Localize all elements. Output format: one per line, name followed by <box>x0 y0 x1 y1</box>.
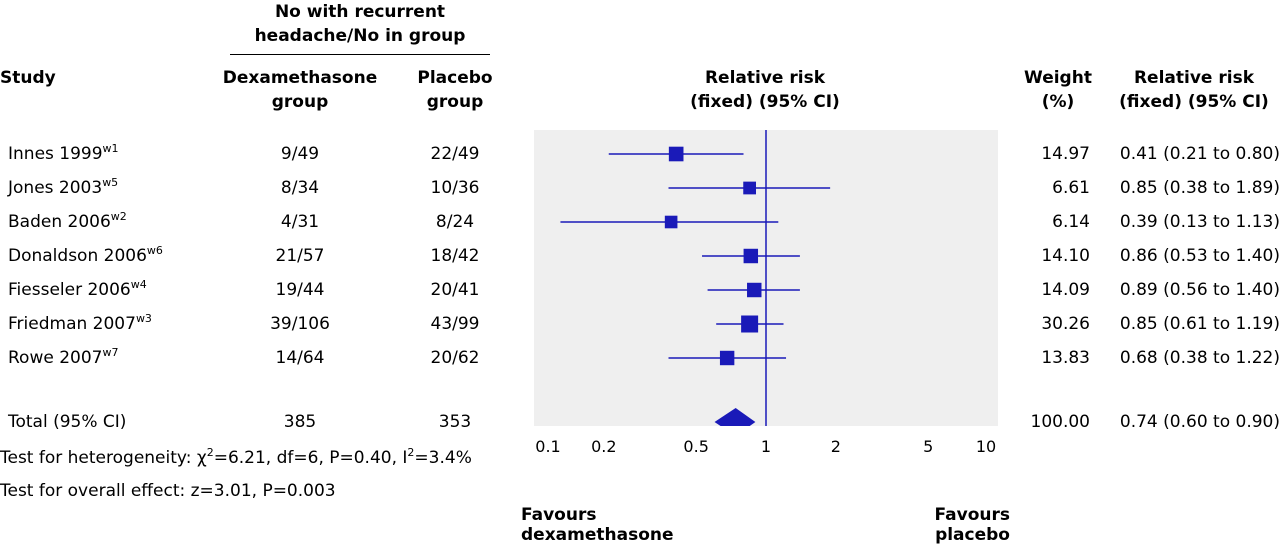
point-estimate <box>743 248 759 264</box>
placebo-count: 20/62 <box>430 348 480 368</box>
x-tick-label: 0.5 <box>683 437 708 456</box>
study-name: Rowe 2007w7 <box>8 341 118 375</box>
study-reference: w3 <box>135 312 152 325</box>
placebo-header: Placebo group <box>417 68 493 112</box>
total-relative-risk: 0.74 (0.60 to 0.90) <box>1119 412 1280 432</box>
study-weight: 14.10 <box>1041 246 1090 266</box>
weight-header: Weight (%) <box>1024 68 1092 112</box>
x-tick-label: 0.1 <box>535 437 560 456</box>
study-name-text: Rowe 2007 <box>8 348 103 368</box>
placebo-count: 22/49 <box>430 144 480 164</box>
dexamethasone-count: 8/34 <box>280 178 320 198</box>
study-weight: 6.14 <box>1052 212 1090 232</box>
study-name: Innes 1999w1 <box>8 137 119 171</box>
placebo-count: 18/42 <box>430 246 480 266</box>
x-tick-label: 2 <box>831 437 841 456</box>
study-relative-risk: 0.41 (0.21 to 0.80) <box>1119 144 1280 164</box>
dexamethasone-header: Dexamethasone group <box>222 68 378 112</box>
study-weight: 14.09 <box>1041 280 1090 300</box>
favours-placebo-label: Favours placebo <box>934 505 1010 545</box>
x-tick-label: 10 <box>976 437 996 456</box>
study-name: Jones 2003w5 <box>8 171 118 205</box>
study-relative-risk: 0.86 (0.53 to 1.40) <box>1119 246 1280 266</box>
point-estimate <box>664 215 678 229</box>
forest-plot <box>534 130 998 426</box>
placebo-count: 10/36 <box>430 178 480 198</box>
x-tick-label: 1 <box>761 437 771 456</box>
study-name-text: Baden 2006 <box>8 212 111 232</box>
study-relative-risk: 0.89 (0.56 to 1.40) <box>1119 280 1280 300</box>
dexamethasone-count: 9/49 <box>280 144 320 164</box>
heterogeneity-test: Test for heterogeneity: χ2=6.21, df=6, P… <box>0 446 472 468</box>
study-relative-risk: 0.85 (0.61 to 1.19) <box>1119 314 1280 334</box>
placebo-count: 8/24 <box>435 212 475 232</box>
overall-effect-test: Test for overall effect: z=3.01, P=0.003 <box>0 481 336 501</box>
study-name-text: Fiesseler 2006 <box>8 280 131 300</box>
study-name: Friedman 2007w3 <box>8 307 152 341</box>
total-weight: 100.00 <box>1030 412 1090 432</box>
x-axis: 0.1 0.2 0.5 1 2 5 10 <box>535 437 996 456</box>
favours-dexamethasone-label: Favours dexamethasone <box>521 505 674 545</box>
x-tick-label: 0.2 <box>591 437 616 456</box>
study-reference: w4 <box>130 278 147 291</box>
study-weight: 6.61 <box>1052 178 1090 198</box>
total-dexamethasone: 385 <box>283 412 317 432</box>
study-relative-risk: 0.85 (0.38 to 1.89) <box>1119 178 1280 198</box>
point-estimate <box>741 315 759 333</box>
placebo-count: 20/41 <box>430 280 480 300</box>
study-name-text: Jones 2003 <box>8 178 103 198</box>
study-relative-risk: 0.39 (0.13 to 1.13) <box>1119 212 1280 232</box>
x-tick-label: 5 <box>923 437 933 456</box>
point-estimate <box>668 146 684 162</box>
study-weight: 14.97 <box>1041 144 1090 164</box>
dexamethasone-count: 39/106 <box>270 314 330 334</box>
point-estimate <box>719 350 735 366</box>
pooled-diamond <box>714 408 756 426</box>
dexamethasone-count: 4/31 <box>280 212 320 232</box>
study-name-text: Friedman 2007 <box>8 314 136 334</box>
group-header: No with recurrent headache/No in group <box>254 2 466 46</box>
study-name: Baden 2006w2 <box>8 205 127 239</box>
study-relative-risk: 0.68 (0.38 to 1.22) <box>1119 348 1280 368</box>
study-reference: w7 <box>102 346 119 359</box>
study-name: Donaldson 2006w6 <box>8 239 163 273</box>
study-weight: 30.26 <box>1041 314 1090 334</box>
point-estimate <box>743 181 756 195</box>
total-placebo: 353 <box>438 412 472 432</box>
relative-risk-plot-header: Relative risk (fixed) (95% CI) <box>690 68 840 112</box>
study-reference: w1 <box>102 142 119 155</box>
study-reference: w5 <box>102 176 119 189</box>
study-reference: w6 <box>146 244 163 257</box>
dexamethasone-count: 21/57 <box>275 246 325 266</box>
study-reference: w2 <box>110 210 127 223</box>
group-header-rule <box>230 54 490 55</box>
relative-risk-text-header: Relative risk (fixed) (95% CI) <box>1119 68 1269 112</box>
dexamethasone-count: 14/64 <box>275 348 325 368</box>
dexamethasone-count: 19/44 <box>275 280 325 300</box>
study-header: Study <box>0 68 56 88</box>
study-weight: 13.83 <box>1041 348 1090 368</box>
point-estimate <box>747 282 762 298</box>
study-name: Fiesseler 2006w4 <box>8 273 147 307</box>
study-name-text: Donaldson 2006 <box>8 246 147 266</box>
study-name-text: Innes 1999 <box>8 144 103 164</box>
total-label: Total (95% CI) <box>8 412 127 432</box>
placebo-count: 43/99 <box>430 314 480 334</box>
